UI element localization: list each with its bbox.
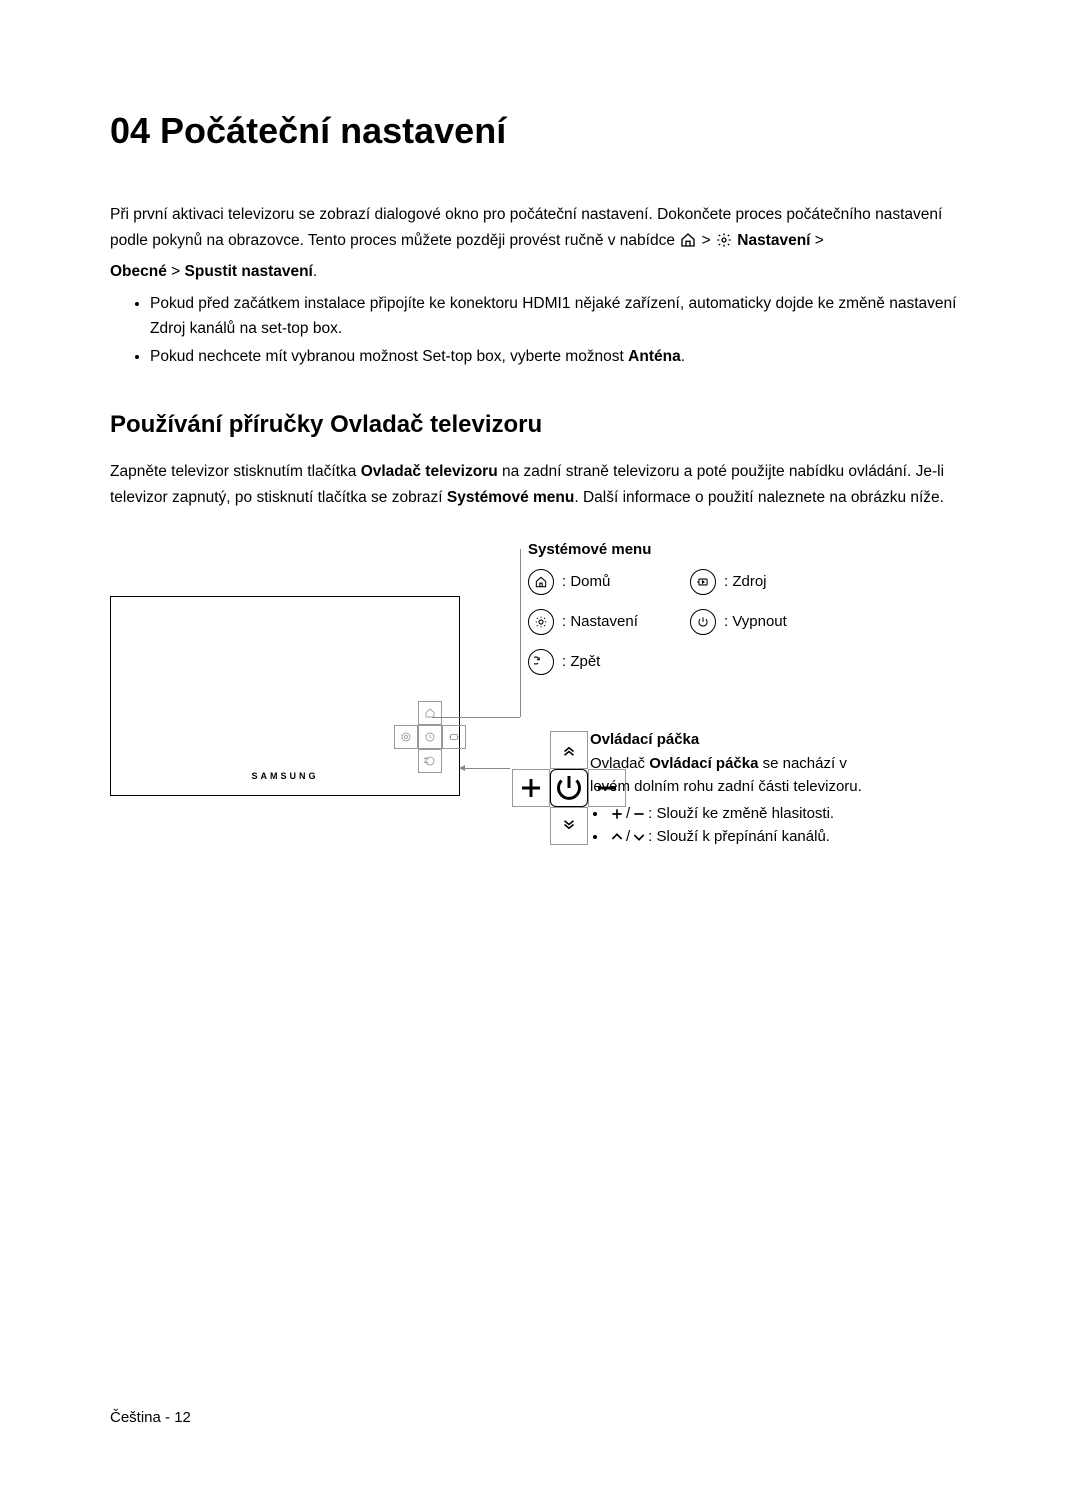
menu-items-col1: : Domů : Nastavení : Zpět <box>528 569 638 689</box>
joystick-bold: Ovládací páčka <box>649 755 758 772</box>
power-icon <box>690 609 716 635</box>
gear-icon <box>528 609 554 635</box>
joystick-description: Ovládací páčka Ovladač Ovládací páčka se… <box>590 731 870 849</box>
bullet-item: Pokud před začátkem instalace připojíte … <box>150 291 970 342</box>
joystick-bullet: /: Slouží ke změně hlasitosti. <box>608 802 870 825</box>
section-paragraph: Zapněte televizor stisknutím tlačítka Ov… <box>110 459 970 510</box>
connector-line <box>520 549 521 717</box>
menu-items-col2: : Zdroj : Vypnout <box>690 569 787 649</box>
path-line: Obecné > Spustit nastavení. <box>110 259 970 285</box>
path-separator: > <box>815 232 824 249</box>
arrow-line <box>460 768 510 769</box>
path-separator: > <box>167 263 185 280</box>
menu-item-source: : Zdroj <box>690 569 787 595</box>
joystick-text: Ovladač <box>590 755 649 772</box>
menu-item-power: : Vypnout <box>690 609 787 635</box>
back-icon <box>528 649 554 675</box>
chevron-down-icon <box>550 807 588 845</box>
bullet-text: : Slouží ke změně hlasitosti. <box>648 805 834 822</box>
section-bold: Ovladač televizoru <box>361 463 498 480</box>
intro-bullets: Pokud před začátkem instalace připojíte … <box>150 291 970 370</box>
chevron-down-icon <box>630 828 648 846</box>
path-separator: > <box>702 232 715 249</box>
bullet-text: Pokud nechcete mít vybranou možnost Set-… <box>150 348 628 365</box>
path-general: Obecné <box>110 263 167 280</box>
chevron-up-icon <box>608 828 626 846</box>
section-heading: Používání příručky Ovladač televizoru <box>110 411 970 439</box>
menu-label: : Vypnout <box>724 613 787 630</box>
page-title: 04 Počáteční nastavení <box>110 110 970 152</box>
intro-paragraph: Při první aktivaci televizoru se zobrazí… <box>110 202 970 253</box>
joystick-title: Ovládací páčka <box>590 731 870 748</box>
menu-grid-diagram <box>394 701 466 773</box>
bullet-text: : Slouží k přepínání kanálů. <box>648 828 830 845</box>
menu-label: : Domů <box>562 573 610 590</box>
menu-label: : Zdroj <box>724 573 767 590</box>
path-start: Spustit nastavení <box>185 263 313 280</box>
menu-label: : Zpět <box>562 653 600 670</box>
connector-line <box>432 717 520 718</box>
bullet-item: Pokud nechcete mít vybranou možnost Set-… <box>150 344 970 370</box>
source-icon <box>690 569 716 595</box>
menu-item-settings: : Nastavení <box>528 609 638 635</box>
plus-icon <box>512 769 550 807</box>
menu-label: : Nastavení <box>562 613 638 630</box>
section-text: . Další informace o použití naleznete na… <box>574 489 944 506</box>
system-menu-label: Systémové menu <box>528 541 651 558</box>
home-icon <box>528 569 554 595</box>
plus-icon <box>608 805 626 823</box>
power-icon <box>550 769 588 807</box>
chevron-up-icon <box>550 731 588 769</box>
section-bold: Systémové menu <box>447 489 575 506</box>
home-icon <box>679 231 697 249</box>
bullet-bold: Anténa <box>628 348 681 365</box>
joystick-bullet: /: Slouží k přepínání kanálů. <box>608 825 870 848</box>
minus-icon <box>630 805 648 823</box>
gear-icon <box>715 231 733 249</box>
section-text: Zapněte televizor stisknutím tlačítka <box>110 463 361 480</box>
path-settings: Nastavení <box>737 232 810 249</box>
menu-item-back: : Zpět <box>528 649 638 675</box>
menu-item-home: : Domů <box>528 569 638 595</box>
joystick-desc: Ovladač Ovládací páčka se nachází v levé… <box>590 752 870 799</box>
page-footer: Čeština - 12 <box>110 1409 191 1426</box>
diagram-area: SAMSUNG Systémové menu : Domů : Nastaven… <box>110 541 970 881</box>
